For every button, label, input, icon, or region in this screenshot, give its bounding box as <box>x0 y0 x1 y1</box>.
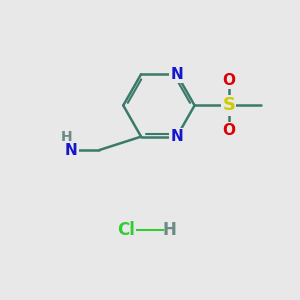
Text: N: N <box>65 142 78 158</box>
Text: H: H <box>162 221 176 239</box>
Text: H: H <box>61 130 73 144</box>
Text: N: N <box>170 129 183 144</box>
Text: O: O <box>222 73 235 88</box>
Text: N: N <box>170 67 183 82</box>
Text: Cl: Cl <box>117 221 135 239</box>
Text: O: O <box>222 123 235 138</box>
Text: S: S <box>222 96 235 114</box>
